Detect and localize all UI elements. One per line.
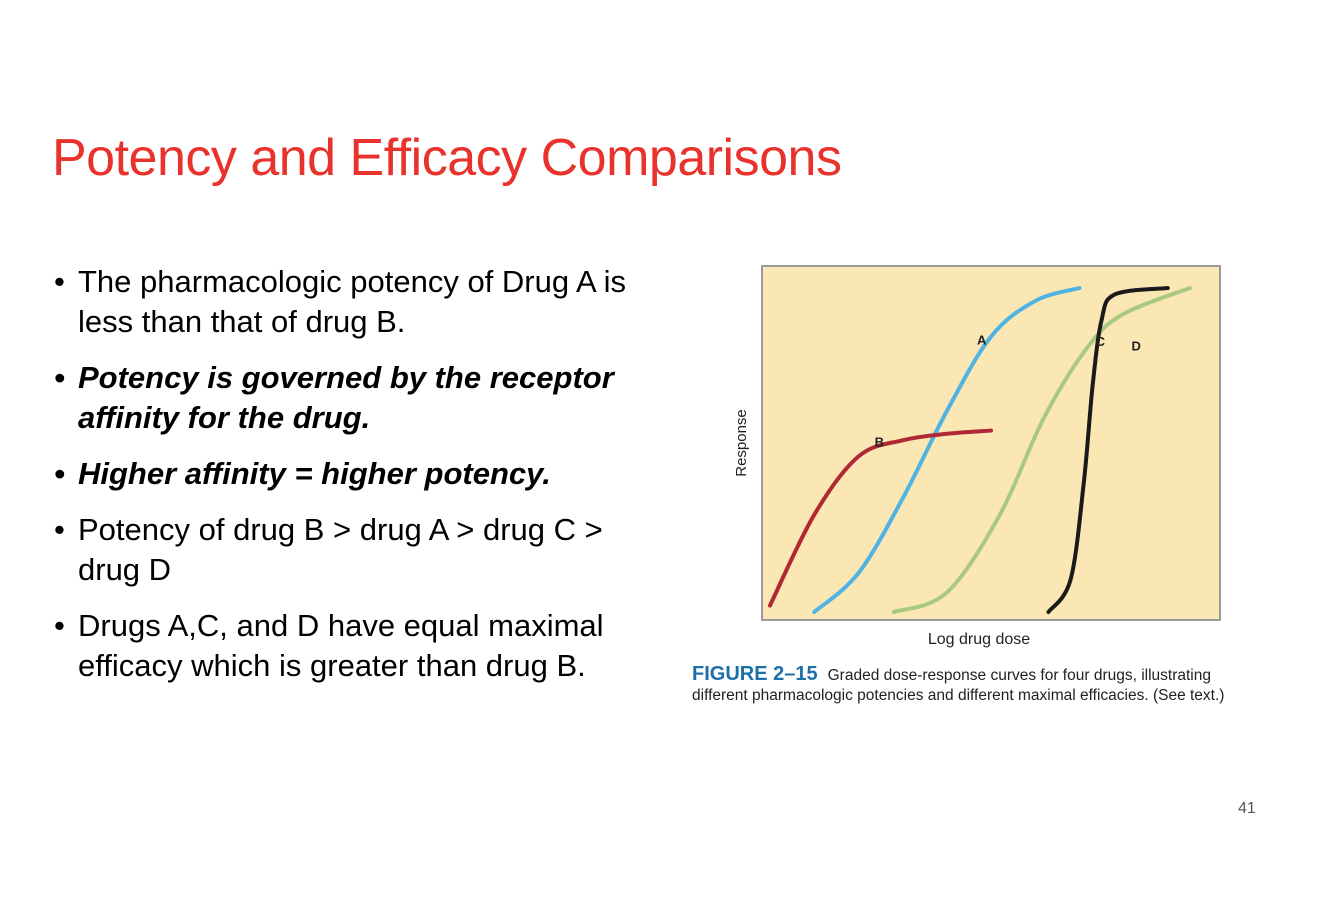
bullet-text: Potency of drug B > drug A > drug C > dr… xyxy=(78,512,603,587)
bullet-text: The pharmacologic potency of Drug A is l… xyxy=(78,264,626,339)
bullet-text: Higher affinity = higher potency. xyxy=(78,456,551,491)
plot-background xyxy=(761,265,1221,621)
curve-label-c: C xyxy=(1096,334,1106,349)
bullet-text: Potency is governed by the receptor affi… xyxy=(78,360,614,435)
bullet-item: • Potency is governed by the receptor aff… xyxy=(54,358,654,438)
curve-label-d: D xyxy=(1132,338,1141,353)
curve-a xyxy=(812,286,1082,614)
bullet-item: • Potency of drug B > drug A > drug C > d… xyxy=(54,510,654,590)
bullet-text: Drugs A,C, and D have equal maximal effi… xyxy=(78,608,604,683)
y-axis-label: Response xyxy=(733,409,750,477)
figure-caption-text: Graded dose-response curves for four dru… xyxy=(692,667,1225,704)
slide-title: Potency and Efficacy Comparisons xyxy=(52,129,842,187)
bullet-item: • Drugs A,C, and D have equal maximal eff… xyxy=(54,606,654,686)
curve-label-b: B xyxy=(875,434,884,449)
bullet-dot: • xyxy=(54,512,65,547)
bullet-list: • The pharmacologic potency of Drug A is … xyxy=(54,262,654,702)
bullet-item: • Higher affinity = higher potency. xyxy=(54,454,654,494)
curve-d xyxy=(1046,286,1170,614)
bullet-dot: • xyxy=(54,360,65,395)
curve-label-a: A xyxy=(977,333,987,348)
dose-response-figure: A B C D Response Log drug dose xyxy=(722,260,1262,740)
figure-caption: FIGURE 2–15 Graded dose-response curves f… xyxy=(692,664,1267,706)
curve-b xyxy=(768,428,993,608)
bullet-dot: • xyxy=(54,456,65,491)
dose-response-chart: A B C D Response Log drug dose xyxy=(733,265,1221,648)
x-axis-label: Log drug dose xyxy=(928,631,1030,648)
curve-c xyxy=(891,286,1192,614)
bullet-dot: • xyxy=(54,608,65,643)
bullet-dot: • xyxy=(54,264,65,299)
page-number: 41 xyxy=(1238,800,1256,817)
bullet-item: • The pharmacologic potency of Drug A is … xyxy=(54,262,654,342)
figure-label: FIGURE 2–15 xyxy=(692,663,818,685)
